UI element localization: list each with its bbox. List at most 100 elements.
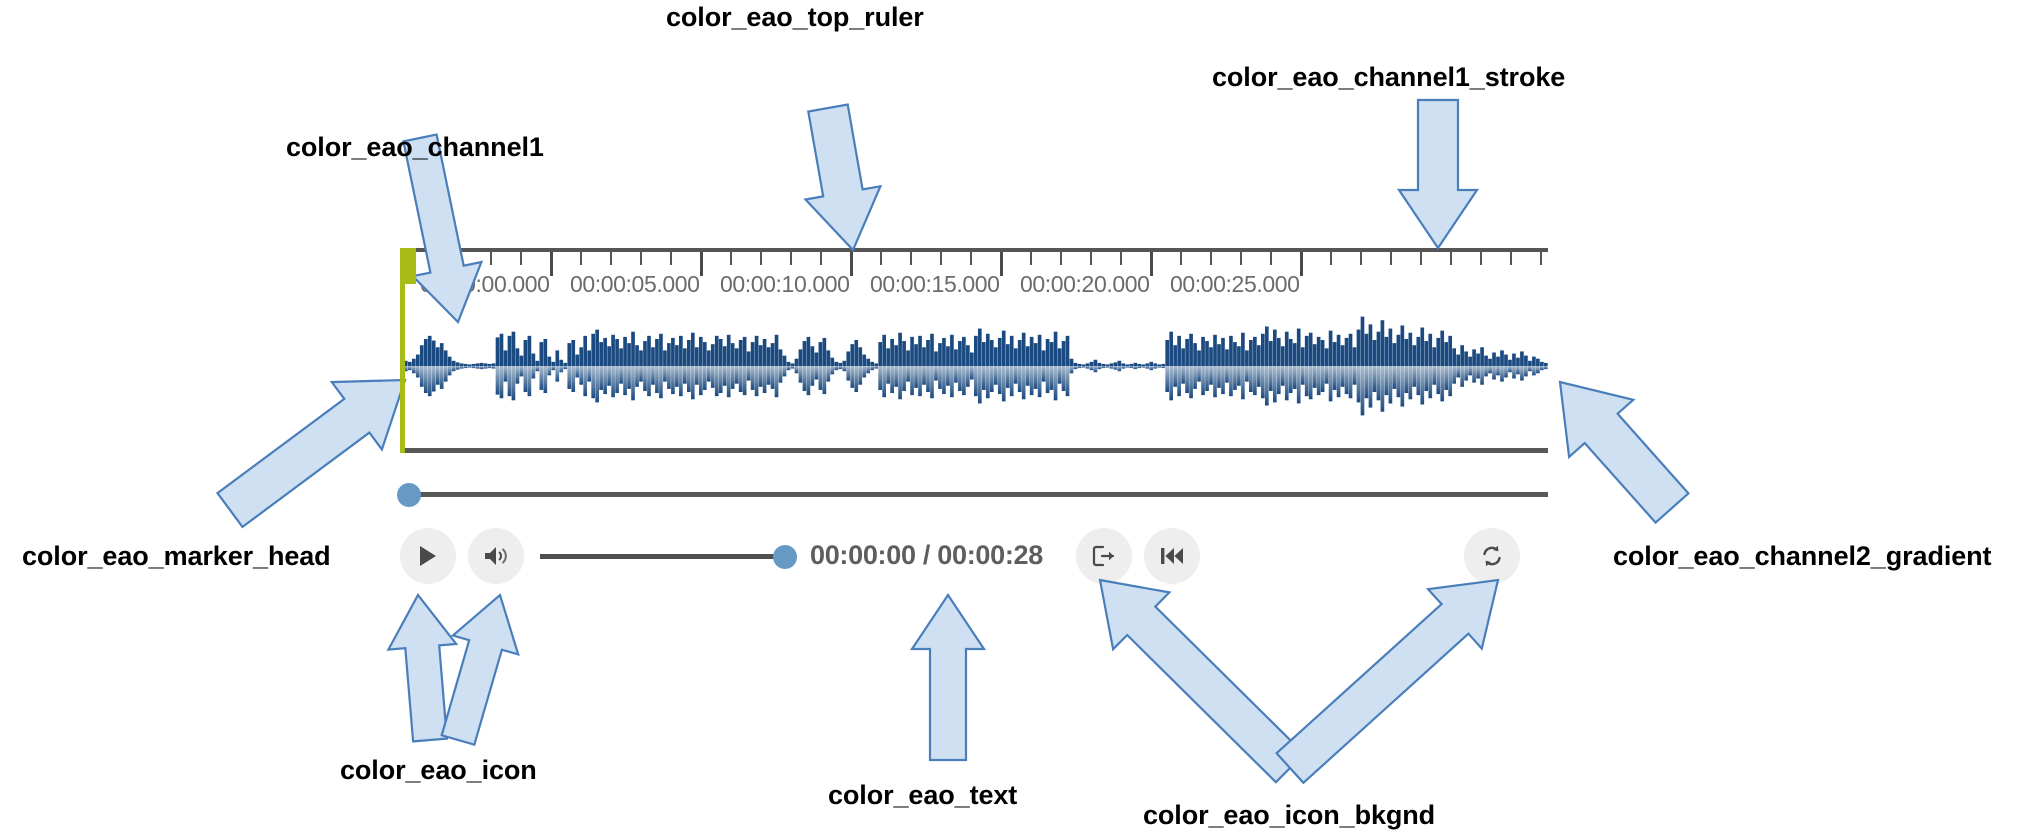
waveform-bar-channel2 <box>1261 366 1265 399</box>
waveform-bar-channel2 <box>535 366 540 372</box>
waveform-bar-channel2 <box>938 366 942 389</box>
waveform-bar-channel1 <box>958 341 962 366</box>
waveform-bar-channel1 <box>722 346 727 366</box>
waveform-bar-channel1 <box>766 347 771 366</box>
waveform-bar-channel2 <box>758 366 763 387</box>
waveform-bar-channel1 <box>427 335 432 366</box>
waveform-bar-channel2 <box>1272 366 1277 403</box>
waveform-bar-channel1 <box>1145 363 1150 366</box>
waveform-canvas[interactable] <box>400 310 1548 450</box>
waveform-bar-channel2 <box>1452 366 1456 384</box>
waveform-bar-channel2 <box>1348 366 1353 399</box>
waveform-channel1 <box>400 316 1548 366</box>
waveform-bar-channel2 <box>407 366 412 371</box>
waveform-bar-channel2 <box>1380 366 1385 412</box>
waveform-bar-channel2 <box>826 366 831 382</box>
waveform-bar-channel2 <box>1304 366 1309 397</box>
waveform-bar-channel1 <box>1237 346 1241 366</box>
waveform-bar-channel2 <box>690 366 695 400</box>
waveform-bar-channel1 <box>1288 338 1293 366</box>
volume-button[interactable] <box>468 528 524 584</box>
arrow-top-ruler <box>803 103 883 252</box>
waveform-bar-channel2 <box>1532 366 1536 376</box>
waveform-bar-channel1 <box>910 336 914 366</box>
waveform-bar-channel2 <box>1245 366 1249 382</box>
waveform-bar-channel1 <box>758 345 763 366</box>
waveform-bar-channel1 <box>1364 333 1369 366</box>
waveform-bar-channel1 <box>1340 345 1345 366</box>
waveform-bar-channel1 <box>818 342 823 366</box>
waveform-bar-channel2 <box>926 366 930 392</box>
waveform-bar-channel1 <box>507 335 512 366</box>
waveform-bar-channel2 <box>1221 366 1225 395</box>
waveform-bar-channel1 <box>1324 348 1329 366</box>
refresh-loop-icon <box>1480 544 1504 568</box>
waveform-bar-channel2 <box>1376 366 1381 401</box>
waveform-bar-channel1 <box>411 358 416 366</box>
waveform-bar-channel2 <box>455 366 460 370</box>
waveform-bar-channel1 <box>547 356 552 366</box>
waveform-bar-channel2 <box>1320 366 1325 392</box>
play-button[interactable] <box>400 528 456 584</box>
volume-slider-track[interactable] <box>540 554 785 559</box>
playhead-marker-line[interactable] <box>400 248 405 453</box>
waveform-bar-channel1 <box>1392 343 1397 366</box>
waveform-bar-channel1 <box>1424 341 1429 366</box>
transport-bar: 00:00:00 / 00:00:28 <box>400 528 1548 588</box>
loop-button[interactable] <box>1464 528 1520 584</box>
arrow-text <box>909 593 987 762</box>
waveform-bar-channel1 <box>938 343 942 366</box>
ruler-tick-minor <box>490 252 492 265</box>
waveform-bar-channel2 <box>463 366 468 369</box>
waveform-bar-channel1 <box>1097 362 1102 366</box>
waveform-bar-channel1 <box>535 360 540 366</box>
waveform-bar-channel1 <box>671 337 675 366</box>
waveform-bar-channel1 <box>471 363 476 366</box>
waveform-bar-channel2 <box>1193 366 1197 389</box>
waveform-bar-channel1 <box>451 360 456 366</box>
waveform-bar-channel1 <box>551 361 556 366</box>
waveform-bar-channel1 <box>575 354 580 366</box>
annotation-label-icon: color_eao_icon <box>340 755 537 785</box>
waveform-bar-channel1 <box>1296 328 1301 366</box>
waveform-bar-channel2 <box>607 366 611 386</box>
ruler-tick-minor <box>820 252 822 265</box>
waveform-bar-channel1 <box>834 361 839 366</box>
waveform-bar-channel1 <box>515 348 520 366</box>
waveform-bar-channel1 <box>942 337 946 366</box>
waveform-bar-channel2 <box>1412 366 1417 387</box>
waveform-bar-channel1 <box>499 333 504 366</box>
timeline-scrollbar-track[interactable] <box>400 492 1548 497</box>
waveform-bar-channel1 <box>886 348 890 366</box>
waveform-bar-channel2 <box>579 366 584 385</box>
waveform-bar-channel2 <box>1276 366 1281 395</box>
playhead-marker-head[interactable] <box>400 248 416 284</box>
timeline-scrollbar-thumb[interactable] <box>397 483 421 507</box>
waveform-bar-channel1 <box>989 340 994 366</box>
arrow-icon-bkgnd-right <box>1275 578 1500 785</box>
waveform-bar-channel1 <box>579 347 584 366</box>
waveform-bar-channel1 <box>954 349 958 366</box>
waveform-bar-channel2 <box>1081 366 1086 368</box>
waveform-bar-channel2 <box>487 366 492 369</box>
skip-to-start-button[interactable] <box>1144 528 1200 584</box>
waveform-bar-channel1 <box>1169 331 1173 366</box>
waveform-bar-channel1 <box>1284 331 1289 366</box>
waveform-bar-channel2 <box>1201 366 1205 396</box>
waveform-bar-channel1 <box>1225 349 1229 366</box>
waveform-bar-channel1 <box>1153 363 1158 366</box>
open-external-button[interactable] <box>1076 528 1132 584</box>
waveform-bar-channel1 <box>902 341 906 366</box>
waveform-bar-channel1 <box>519 355 524 366</box>
waveform-bar-channel2 <box>1344 366 1349 395</box>
ruler-tick-minor <box>880 252 882 265</box>
waveform-bar-channel2 <box>1237 366 1241 386</box>
waveform-bar-channel1 <box>1101 363 1106 366</box>
waveform-bar-channel1 <box>790 363 795 366</box>
waveform-bar-channel2 <box>1181 366 1185 384</box>
waveform-bar-channel2 <box>663 366 667 382</box>
waveform-bar-channel2 <box>1013 366 1018 384</box>
waveform-bar-channel1 <box>710 344 715 366</box>
volume-slider-thumb[interactable] <box>773 545 797 569</box>
top-ruler[interactable]: 00:00:00.000 00:00:05.000 00:00:10.000 00:0… <box>400 248 1548 310</box>
